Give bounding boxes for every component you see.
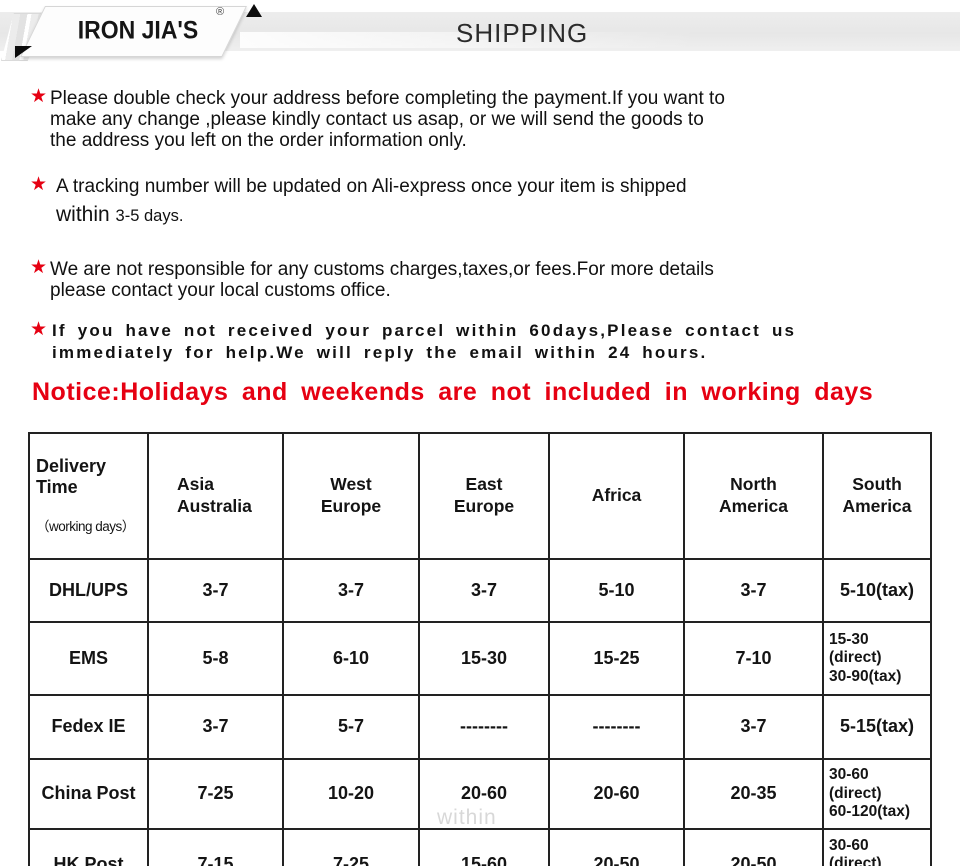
value-cell: 3-7 <box>418 557 550 623</box>
column-header: North America <box>683 432 824 560</box>
triangle-top-decoration <box>246 4 262 17</box>
column-header: Africa <box>548 432 685 560</box>
note-text-days: 3-5 days. <box>115 207 184 225</box>
note-tracking-number-line2: within 3-5 days. <box>56 203 183 227</box>
value-cell: 5-10(tax) <box>822 557 932 623</box>
value-cell: 15-60 <box>418 827 550 866</box>
table-row: Fedex IE 3-7 5-7 -------- -------- 3-7 5-15(ta… <box>28 693 932 760</box>
table-row: DHL/UPS 3-7 3-7 3-7 5-10 3-7 5-10(tax) <box>28 557 932 623</box>
value-cell: 3-7 <box>147 693 284 760</box>
note-text: We are not responsible for any customs c… <box>50 259 714 301</box>
value-cell: 7-25 <box>147 757 284 830</box>
shipping-times-table: Delivery Time （working days） Asia Austra… <box>28 432 932 866</box>
triangle-bottom-decoration <box>15 46 32 58</box>
value-cell: 15-30 <box>418 620 550 696</box>
header-bar-shine <box>240 32 700 48</box>
carrier-cell: China Post <box>28 757 149 830</box>
page-title: SHIPPING <box>456 18 589 48</box>
value-cell: 3-7 <box>683 557 824 623</box>
value-cell: 20-35 <box>683 757 824 830</box>
delivery-time-title: Delivery Time <box>36 455 107 497</box>
table-body: DHL/UPS 3-7 3-7 3-7 5-10 3-7 5-10(tax) EMS 5-8 6-… <box>28 557 932 866</box>
value-cell: 7-25 <box>282 827 420 866</box>
table-row: HK Post 7-15 7-25 15-60 20-50 20-50 30-60 (dir… <box>28 827 932 866</box>
carrier-cell: DHL/UPS <box>28 557 149 623</box>
value-cell: 10-20 <box>282 757 420 830</box>
note-text: A tracking number will be updated on Ali… <box>56 176 687 197</box>
value-cell: 3-7 <box>683 693 824 760</box>
value-cell: 15-30 (direct) 30-90(tax) <box>822 620 932 696</box>
note-text-within: within <box>56 203 116 226</box>
carrier-cell: Fedex IE <box>28 693 149 760</box>
note-customs-charges: ★ We are not responsible for any customs… <box>30 257 930 301</box>
value-cell: 3-7 <box>147 557 284 623</box>
note-parcel-not-received: ★ If you have not received your parcel w… <box>30 320 930 363</box>
value-cell: -------- <box>548 693 685 760</box>
registered-trademark-icon: ® <box>216 6 225 18</box>
star-icon: ★ <box>30 319 48 340</box>
value-cell: 20-60 <box>548 757 685 830</box>
star-icon: ★ <box>30 174 48 195</box>
value-cell: 5-15(tax) <box>822 693 932 760</box>
note-text: Please double check your address before … <box>50 88 725 151</box>
column-header: East Europe <box>418 432 550 560</box>
value-cell: 5-7 <box>282 693 420 760</box>
value-cell: 6-10 <box>282 620 420 696</box>
star-icon: ★ <box>30 86 48 107</box>
value-cell: -------- <box>418 693 550 760</box>
value-cell: 7-10 <box>683 620 824 696</box>
value-cell: 20-50 <box>548 827 685 866</box>
column-header: West Europe <box>282 432 420 560</box>
carrier-cell: HK Post <box>28 827 149 866</box>
note-tracking-number: ★ A tracking number will be updated on A… <box>30 174 930 197</box>
value-cell: 15-25 <box>548 620 685 696</box>
value-cell: 20-50 <box>683 827 824 866</box>
brand-logo-text: IRON JIA'S <box>77 15 199 45</box>
value-cell: 30-60 (direct) 60-120(tax) <box>822 827 932 866</box>
table-row: China Post 7-25 10-20 20-60 20-60 20-35 30-60 … <box>28 757 932 830</box>
value-cell: 30-60 (direct) 60-120(tax) <box>822 757 932 830</box>
carrier-cell: EMS <box>28 620 149 696</box>
star-icon: ★ <box>30 257 48 278</box>
table-row: EMS 5-8 6-10 15-30 15-25 7-10 15-30 (direct) 3… <box>28 620 932 696</box>
value-cell: 20-60 <box>418 757 550 830</box>
column-header: Asia Australia <box>147 432 284 560</box>
value-cell: 5-8 <box>147 620 284 696</box>
delivery-time-subtitle: （working days） <box>36 519 135 535</box>
delivery-time-header: Delivery Time （working days） <box>28 432 149 560</box>
note-text: If you have not received your parcel wit… <box>52 321 797 362</box>
value-cell: 3-7 <box>282 557 420 623</box>
value-cell: 7-15 <box>147 827 284 866</box>
holiday-notice: Notice:Holidays and weekends are not inc… <box>32 378 874 406</box>
column-header: South America <box>822 432 932 560</box>
table-header-row: Delivery Time （working days） Asia Austra… <box>28 432 932 560</box>
note-address-check: ★ Please double check your address befor… <box>30 86 930 151</box>
value-cell: 5-10 <box>548 557 685 623</box>
